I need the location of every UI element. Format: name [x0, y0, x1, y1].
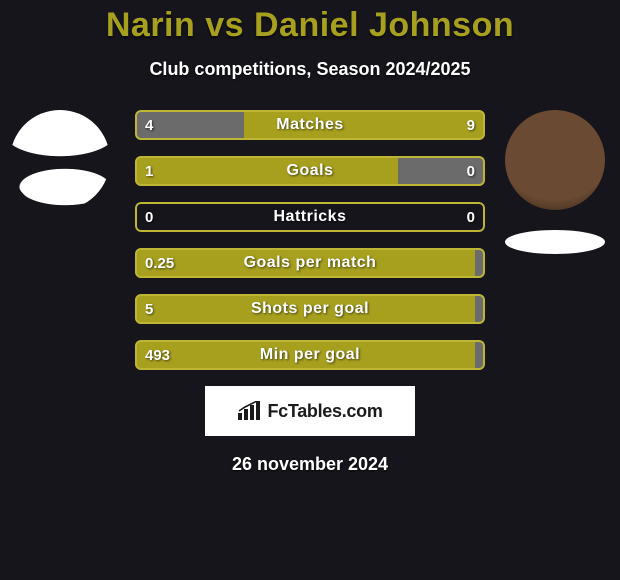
player-right-club-logo	[505, 230, 605, 254]
stat-bars: Matches49Goals10Hattricks00Goals per mat…	[135, 110, 485, 370]
stat-value-right: 9	[457, 110, 485, 140]
stat-label: Shots per goal	[135, 294, 485, 324]
player-right-column	[497, 110, 612, 254]
stat-row: Shots per goal5	[135, 294, 485, 324]
footer-date: 26 november 2024	[0, 454, 620, 475]
stat-value-right: 0	[457, 202, 485, 232]
stat-value-right: 0	[457, 156, 485, 186]
stat-label: Min per goal	[135, 340, 485, 370]
player-left-column	[2, 110, 117, 210]
stat-value-left: 0.25	[135, 248, 184, 278]
stat-label: Hattricks	[135, 202, 485, 232]
page-title: Narin vs Daniel Johnson	[0, 0, 620, 45]
bar-chart-icon	[237, 401, 263, 421]
stats-arena: Matches49Goals10Hattricks00Goals per mat…	[0, 110, 620, 370]
player-left-avatar	[10, 110, 110, 210]
stat-value-left: 4	[135, 110, 163, 140]
stat-value-left: 0	[135, 202, 163, 232]
player-right-avatar	[505, 110, 605, 210]
stat-value-left: 493	[135, 340, 180, 370]
stat-value-left: 5	[135, 294, 163, 324]
stat-value-right	[465, 294, 485, 324]
stat-row: Goals1 0	[135, 156, 485, 186]
stat-value-right	[465, 248, 485, 278]
brand-text: FcTables.com	[267, 401, 382, 422]
brand-badge: FcTables.com	[205, 386, 415, 436]
stat-label: Goals	[135, 156, 485, 186]
stat-row: Min per goal493	[135, 340, 485, 370]
stat-row: Hattricks0 0	[135, 202, 485, 232]
stat-label: Matches	[135, 110, 485, 140]
page-subtitle: Club competitions, Season 2024/2025	[0, 59, 620, 80]
stat-label: Goals per match	[135, 248, 485, 278]
comparison-infographic: Narin vs Daniel Johnson Club competition…	[0, 0, 620, 580]
stat-value-right	[465, 340, 485, 370]
stat-value-left: 1	[135, 156, 163, 186]
stat-row: Goals per match0.25	[135, 248, 485, 278]
stat-row: Matches4 9	[135, 110, 485, 140]
